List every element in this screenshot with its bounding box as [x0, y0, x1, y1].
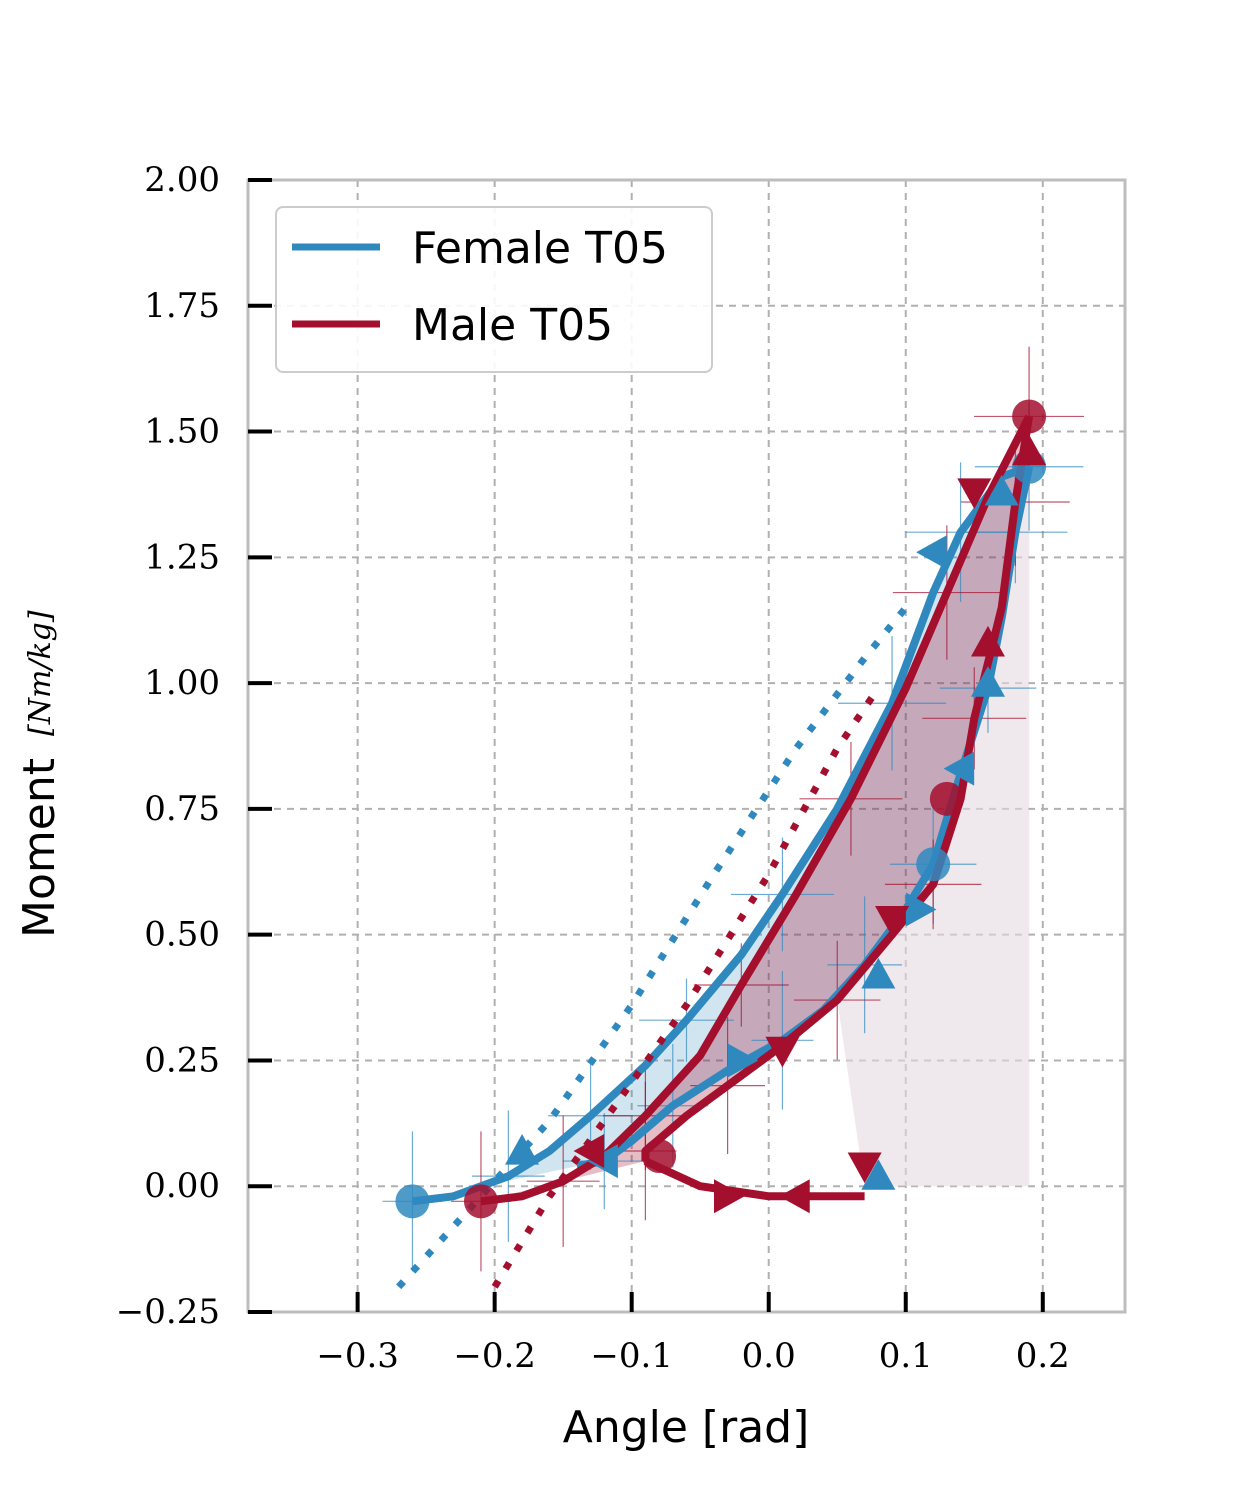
area-fill — [837, 416, 1030, 1187]
circle-marker — [642, 1139, 677, 1174]
y-tick-label: 0.75 — [144, 789, 220, 829]
hysteresis-fill — [481, 416, 1030, 1202]
y-tick-label: 0.00 — [144, 1166, 220, 1206]
y-tick-label: 1.50 — [144, 412, 220, 452]
y-axis-units: [Nm/kg] — [23, 610, 58, 736]
triangle-right-marker — [714, 1179, 745, 1214]
loading-line — [411, 463, 1031, 1206]
triangle-up-marker — [984, 474, 1019, 506]
triangle-down-marker — [957, 478, 992, 509]
y-tick-label: 1.75 — [144, 286, 220, 326]
fit-line — [491, 686, 882, 1289]
y-tick-label: −0.25 — [116, 1292, 220, 1332]
x-tick-label: 0.1 — [879, 1336, 933, 1376]
x-axis-label: Angle [rad] — [563, 1402, 810, 1453]
flat-line — [643, 1157, 865, 1201]
triangle-up-marker — [1012, 434, 1047, 466]
triangle-up-marker — [861, 957, 896, 989]
triangle-left-marker — [779, 1179, 810, 1214]
triangle-right-marker — [727, 1043, 759, 1078]
legend-label-male: Male T05 — [412, 300, 613, 351]
circle-marker — [1012, 399, 1047, 434]
legend-label-female: Female T05 — [412, 223, 668, 274]
x-tick-label: 0.2 — [1016, 1336, 1070, 1376]
circle-marker — [916, 847, 951, 882]
y-tick-label: 1.25 — [144, 537, 220, 577]
series-lines — [396, 414, 1034, 1290]
x-tick-label: −0.1 — [590, 1336, 673, 1376]
x-tick-label: −0.2 — [453, 1336, 536, 1376]
fit-line — [396, 605, 909, 1290]
circle-marker — [395, 1184, 430, 1219]
y-tick-label: 0.25 — [144, 1040, 220, 1080]
triangle-up-marker — [505, 1134, 540, 1165]
y-tick-label: 1.00 — [144, 663, 220, 703]
legend: Female T05 Male T05 — [275, 206, 713, 373]
triangle-right-marker — [905, 892, 937, 927]
y-axis-label: Moment — [14, 758, 65, 938]
series-markers — [395, 399, 1047, 1219]
legend-box — [275, 206, 713, 373]
x-tick-label: −0.3 — [316, 1336, 399, 1376]
x-tick-label: 0.0 — [742, 1336, 796, 1376]
triangle-left-marker — [573, 1134, 605, 1169]
triangle-up-marker — [970, 666, 1005, 697]
triangle-left-marker — [916, 535, 947, 570]
y-tick-label: 0.50 — [144, 915, 220, 955]
triangle-up-marker — [861, 1159, 896, 1190]
circle-marker — [463, 1184, 498, 1219]
axis-ticks: −0.3 −0.2 −0.1 0.0 0.1 0.2 −0.25 0.00 0.25 0.50 0.… — [116, 160, 1070, 1376]
y-tick-label: 2.00 — [144, 160, 220, 200]
triangle-up-marker — [970, 625, 1005, 657]
plot-frame — [246, 178, 1127, 1314]
triangle-down-marker — [847, 1152, 882, 1184]
triangle-left-marker — [943, 751, 975, 786]
loading-line — [480, 414, 1033, 1206]
circle-marker — [929, 781, 964, 816]
triangle-down-marker — [875, 905, 910, 937]
triangle-down-marker — [765, 1036, 800, 1068]
